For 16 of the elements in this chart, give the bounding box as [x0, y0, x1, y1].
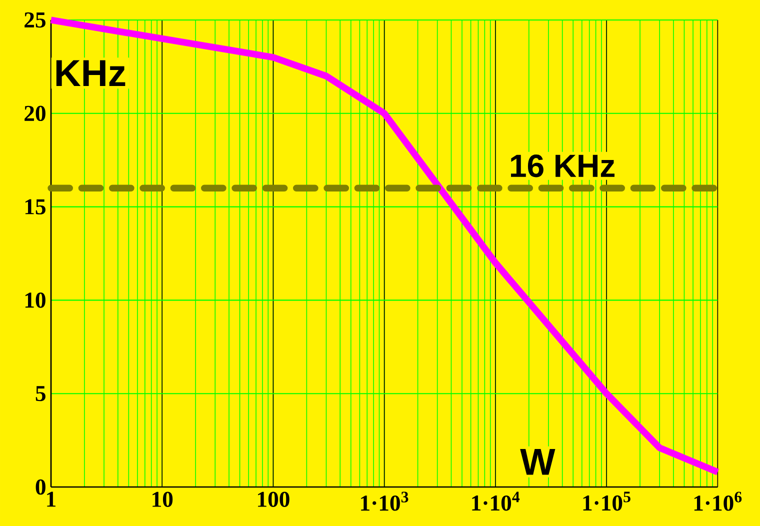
y-axis-title: KHz — [56, 60, 126, 86]
x-tick-label: 1 — [47, 492, 56, 507]
y-tick-label: 25 — [24, 12, 46, 28]
x-tick-label: 100 — [258, 492, 290, 508]
x-tick-label: 1·10$^{4}$ — [472, 492, 520, 511]
y-tick-label: 5 — [36, 386, 46, 402]
x-axis-title: W — [520, 449, 556, 475]
y-tick-label: 20 — [24, 106, 46, 122]
x-tick-label: 1·10$^{3}$ — [361, 492, 408, 511]
x-tick-label: 1·10$^{5}$ — [583, 492, 630, 511]
y-tick-label: 0 — [36, 479, 46, 495]
x-tick-label: 1·10$^{6}$ — [694, 492, 742, 511]
y-tick-label: 10 — [25, 292, 46, 308]
y-tick-label: 15 — [25, 199, 46, 214]
ref-line-label: 16 KHz — [511, 154, 614, 178]
x-tick-label: 10 — [152, 492, 173, 508]
